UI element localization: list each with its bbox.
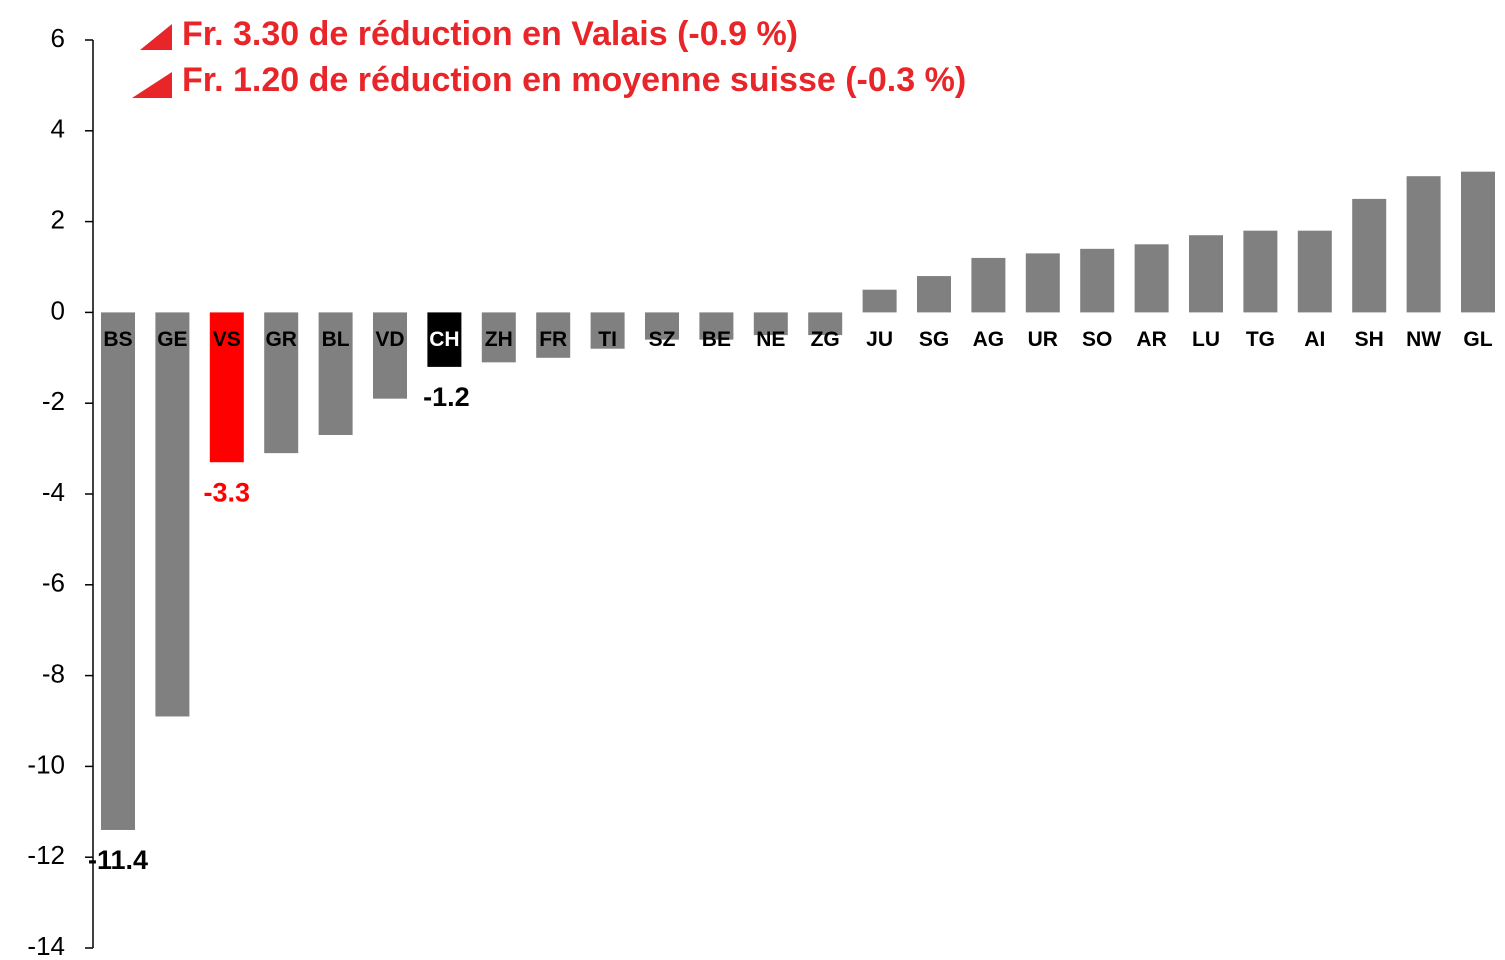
bar <box>1461 171 1495 313</box>
bar <box>318 312 353 435</box>
bar <box>1297 230 1332 313</box>
x-tick-label: VD <box>375 328 404 351</box>
bar <box>1243 230 1278 313</box>
bar <box>1080 248 1115 313</box>
x-tick-label: UR <box>1028 328 1058 351</box>
y-tick-label: 2 <box>51 204 65 234</box>
y-tick-label: -6 <box>42 568 65 598</box>
x-tick-label: BE <box>702 328 731 351</box>
bar <box>1352 198 1387 313</box>
x-tick-label: TI <box>598 328 617 351</box>
data-label: -11.4 <box>88 845 148 875</box>
bar <box>1189 235 1223 313</box>
annotation: Fr. 1.20 de réduction en moyenne suisse … <box>182 61 966 99</box>
bar <box>645 312 679 340</box>
x-tick-label: CH <box>429 328 459 351</box>
x-tick-label: AR <box>1136 328 1166 351</box>
bar <box>753 312 788 336</box>
x-tick-label: FR <box>539 328 567 351</box>
bar <box>373 312 407 399</box>
x-tick-label: GL <box>1463 328 1492 351</box>
x-tick-label: LU <box>1192 328 1220 351</box>
bar <box>1025 253 1060 313</box>
y-tick-label: 6 <box>51 23 65 53</box>
bar <box>155 312 190 717</box>
x-tick-label: NW <box>1406 328 1441 351</box>
annotation-marker <box>132 72 172 98</box>
x-tick-label: VS <box>213 328 241 351</box>
bar <box>699 312 734 340</box>
x-tick-label: BL <box>322 328 350 351</box>
y-tick-label: -2 <box>42 386 65 416</box>
data-label: -1.2 <box>423 382 470 412</box>
y-tick-label: -8 <box>42 658 65 688</box>
x-tick-label: SH <box>1355 328 1384 351</box>
x-tick-label: SO <box>1082 328 1112 351</box>
y-tick-label: -14 <box>27 931 65 960</box>
x-tick-label: SG <box>919 328 949 351</box>
bar <box>264 312 299 454</box>
bar <box>101 312 135 830</box>
y-tick-label: 4 <box>51 114 65 144</box>
x-tick-label: AG <box>973 328 1005 351</box>
y-tick-label: -10 <box>27 749 65 779</box>
x-tick-label: JU <box>866 328 893 351</box>
x-tick-label: AI <box>1304 328 1325 351</box>
bar <box>808 312 843 336</box>
y-tick-label: -12 <box>27 840 65 870</box>
bar <box>209 312 244 463</box>
bar <box>862 289 897 313</box>
y-tick-label: -4 <box>42 477 65 507</box>
bar <box>481 312 516 363</box>
bar <box>1134 244 1169 313</box>
data-label: -3.3 <box>204 477 251 507</box>
bar <box>1406 176 1441 313</box>
x-tick-label: GE <box>157 328 187 351</box>
x-tick-label: BS <box>103 328 132 351</box>
x-tick-label: SZ <box>649 328 676 351</box>
annotation-marker <box>140 24 172 50</box>
bar <box>917 276 951 313</box>
x-tick-label: TG <box>1246 328 1275 351</box>
x-tick-label: ZH <box>485 328 513 351</box>
bar <box>427 312 462 367</box>
annotation: Fr. 3.30 de réduction en Valais (-0.9 %) <box>182 15 798 53</box>
x-tick-label: ZG <box>811 328 840 351</box>
bar <box>590 312 625 349</box>
x-tick-label: GR <box>265 328 297 351</box>
bar <box>536 312 571 358</box>
x-tick-label: NE <box>756 328 785 351</box>
y-tick-label: 0 <box>51 295 65 325</box>
bar <box>971 257 1006 313</box>
